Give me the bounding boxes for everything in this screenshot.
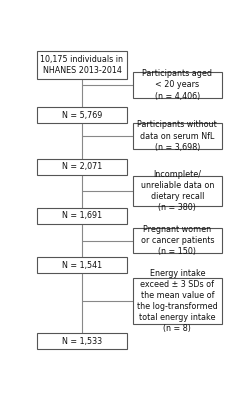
Text: Incomplete/
unreliable data on
dietary recall
(n = 380): Incomplete/ unreliable data on dietary r… [140, 170, 213, 212]
FancyBboxPatch shape [37, 208, 126, 224]
Text: N = 1,691: N = 1,691 [62, 211, 102, 220]
Text: N = 1,533: N = 1,533 [62, 337, 102, 346]
FancyBboxPatch shape [37, 258, 126, 274]
Text: Participants aged
< 20 years
(n = 4,406): Participants aged < 20 years (n = 4,406) [142, 69, 212, 100]
Text: N = 5,769: N = 5,769 [62, 111, 102, 120]
Text: Energy intake
exceed ± 3 SDs of
the mean value of
the log-transformed
total ener: Energy intake exceed ± 3 SDs of the mean… [136, 269, 217, 334]
FancyBboxPatch shape [37, 159, 126, 175]
Text: 10,175 individuals in
NHANES 2013-2014: 10,175 individuals in NHANES 2013-2014 [40, 55, 123, 75]
FancyBboxPatch shape [132, 72, 221, 98]
Text: Participants without
data on serum NfL
(n = 3,698): Participants without data on serum NfL (… [137, 120, 216, 152]
FancyBboxPatch shape [37, 51, 126, 79]
FancyBboxPatch shape [37, 107, 126, 123]
Text: Pregnant women
or cancer patients
(n = 150): Pregnant women or cancer patients (n = 1… [140, 225, 213, 256]
Text: N = 2,071: N = 2,071 [62, 162, 102, 171]
FancyBboxPatch shape [132, 124, 221, 149]
Text: N = 1,541: N = 1,541 [62, 261, 102, 270]
FancyBboxPatch shape [132, 176, 221, 206]
FancyBboxPatch shape [132, 278, 221, 324]
FancyBboxPatch shape [37, 333, 126, 349]
FancyBboxPatch shape [132, 228, 221, 254]
